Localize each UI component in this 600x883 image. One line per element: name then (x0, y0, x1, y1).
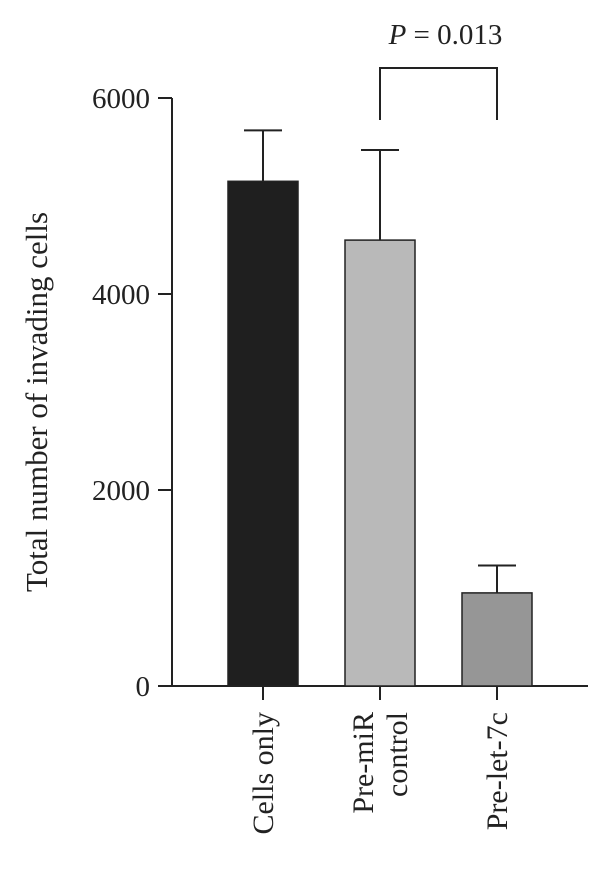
significance-bracket (379, 67, 498, 120)
category-label: Pre-miR (347, 712, 380, 814)
p-value-annotation: P = 0.013 (388, 19, 503, 51)
y-tick-label: 4000 (92, 279, 150, 311)
y-axis-label: Total number of invading cells (19, 212, 54, 592)
bar (461, 592, 533, 687)
category-label: Pre-let-7c (481, 712, 514, 830)
x-tick-label: Cells only (247, 712, 280, 835)
category-label: control (381, 712, 414, 797)
x-tick-label: Pre-let-7c (481, 712, 514, 830)
bar (344, 239, 416, 687)
y-tick-label: 6000 (92, 83, 150, 115)
y-tick-label: 0 (136, 671, 151, 703)
bar (227, 180, 299, 687)
category-label: Cells only (247, 712, 280, 835)
y-tick-label: 2000 (92, 475, 150, 507)
x-tick-label: Pre-miR control (347, 712, 414, 814)
